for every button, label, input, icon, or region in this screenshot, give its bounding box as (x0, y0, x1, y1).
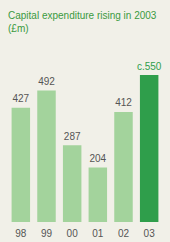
svg-text:03: 03 (144, 228, 156, 239)
svg-text:412: 412 (115, 97, 132, 108)
svg-text:(£m): (£m) (8, 23, 29, 34)
svg-text:98: 98 (15, 228, 27, 239)
svg-text:492: 492 (38, 76, 55, 87)
svg-text:Capital expenditure rising in: Capital expenditure rising in 2003 (8, 10, 157, 21)
svg-text:427: 427 (12, 93, 29, 104)
svg-text:c.550: c.550 (137, 61, 162, 72)
svg-text:02: 02 (118, 228, 130, 239)
svg-text:99: 99 (41, 228, 53, 239)
svg-text:01: 01 (92, 228, 104, 239)
svg-text:204: 204 (89, 153, 106, 164)
svg-text:287: 287 (64, 131, 81, 142)
svg-text:00: 00 (67, 228, 79, 239)
